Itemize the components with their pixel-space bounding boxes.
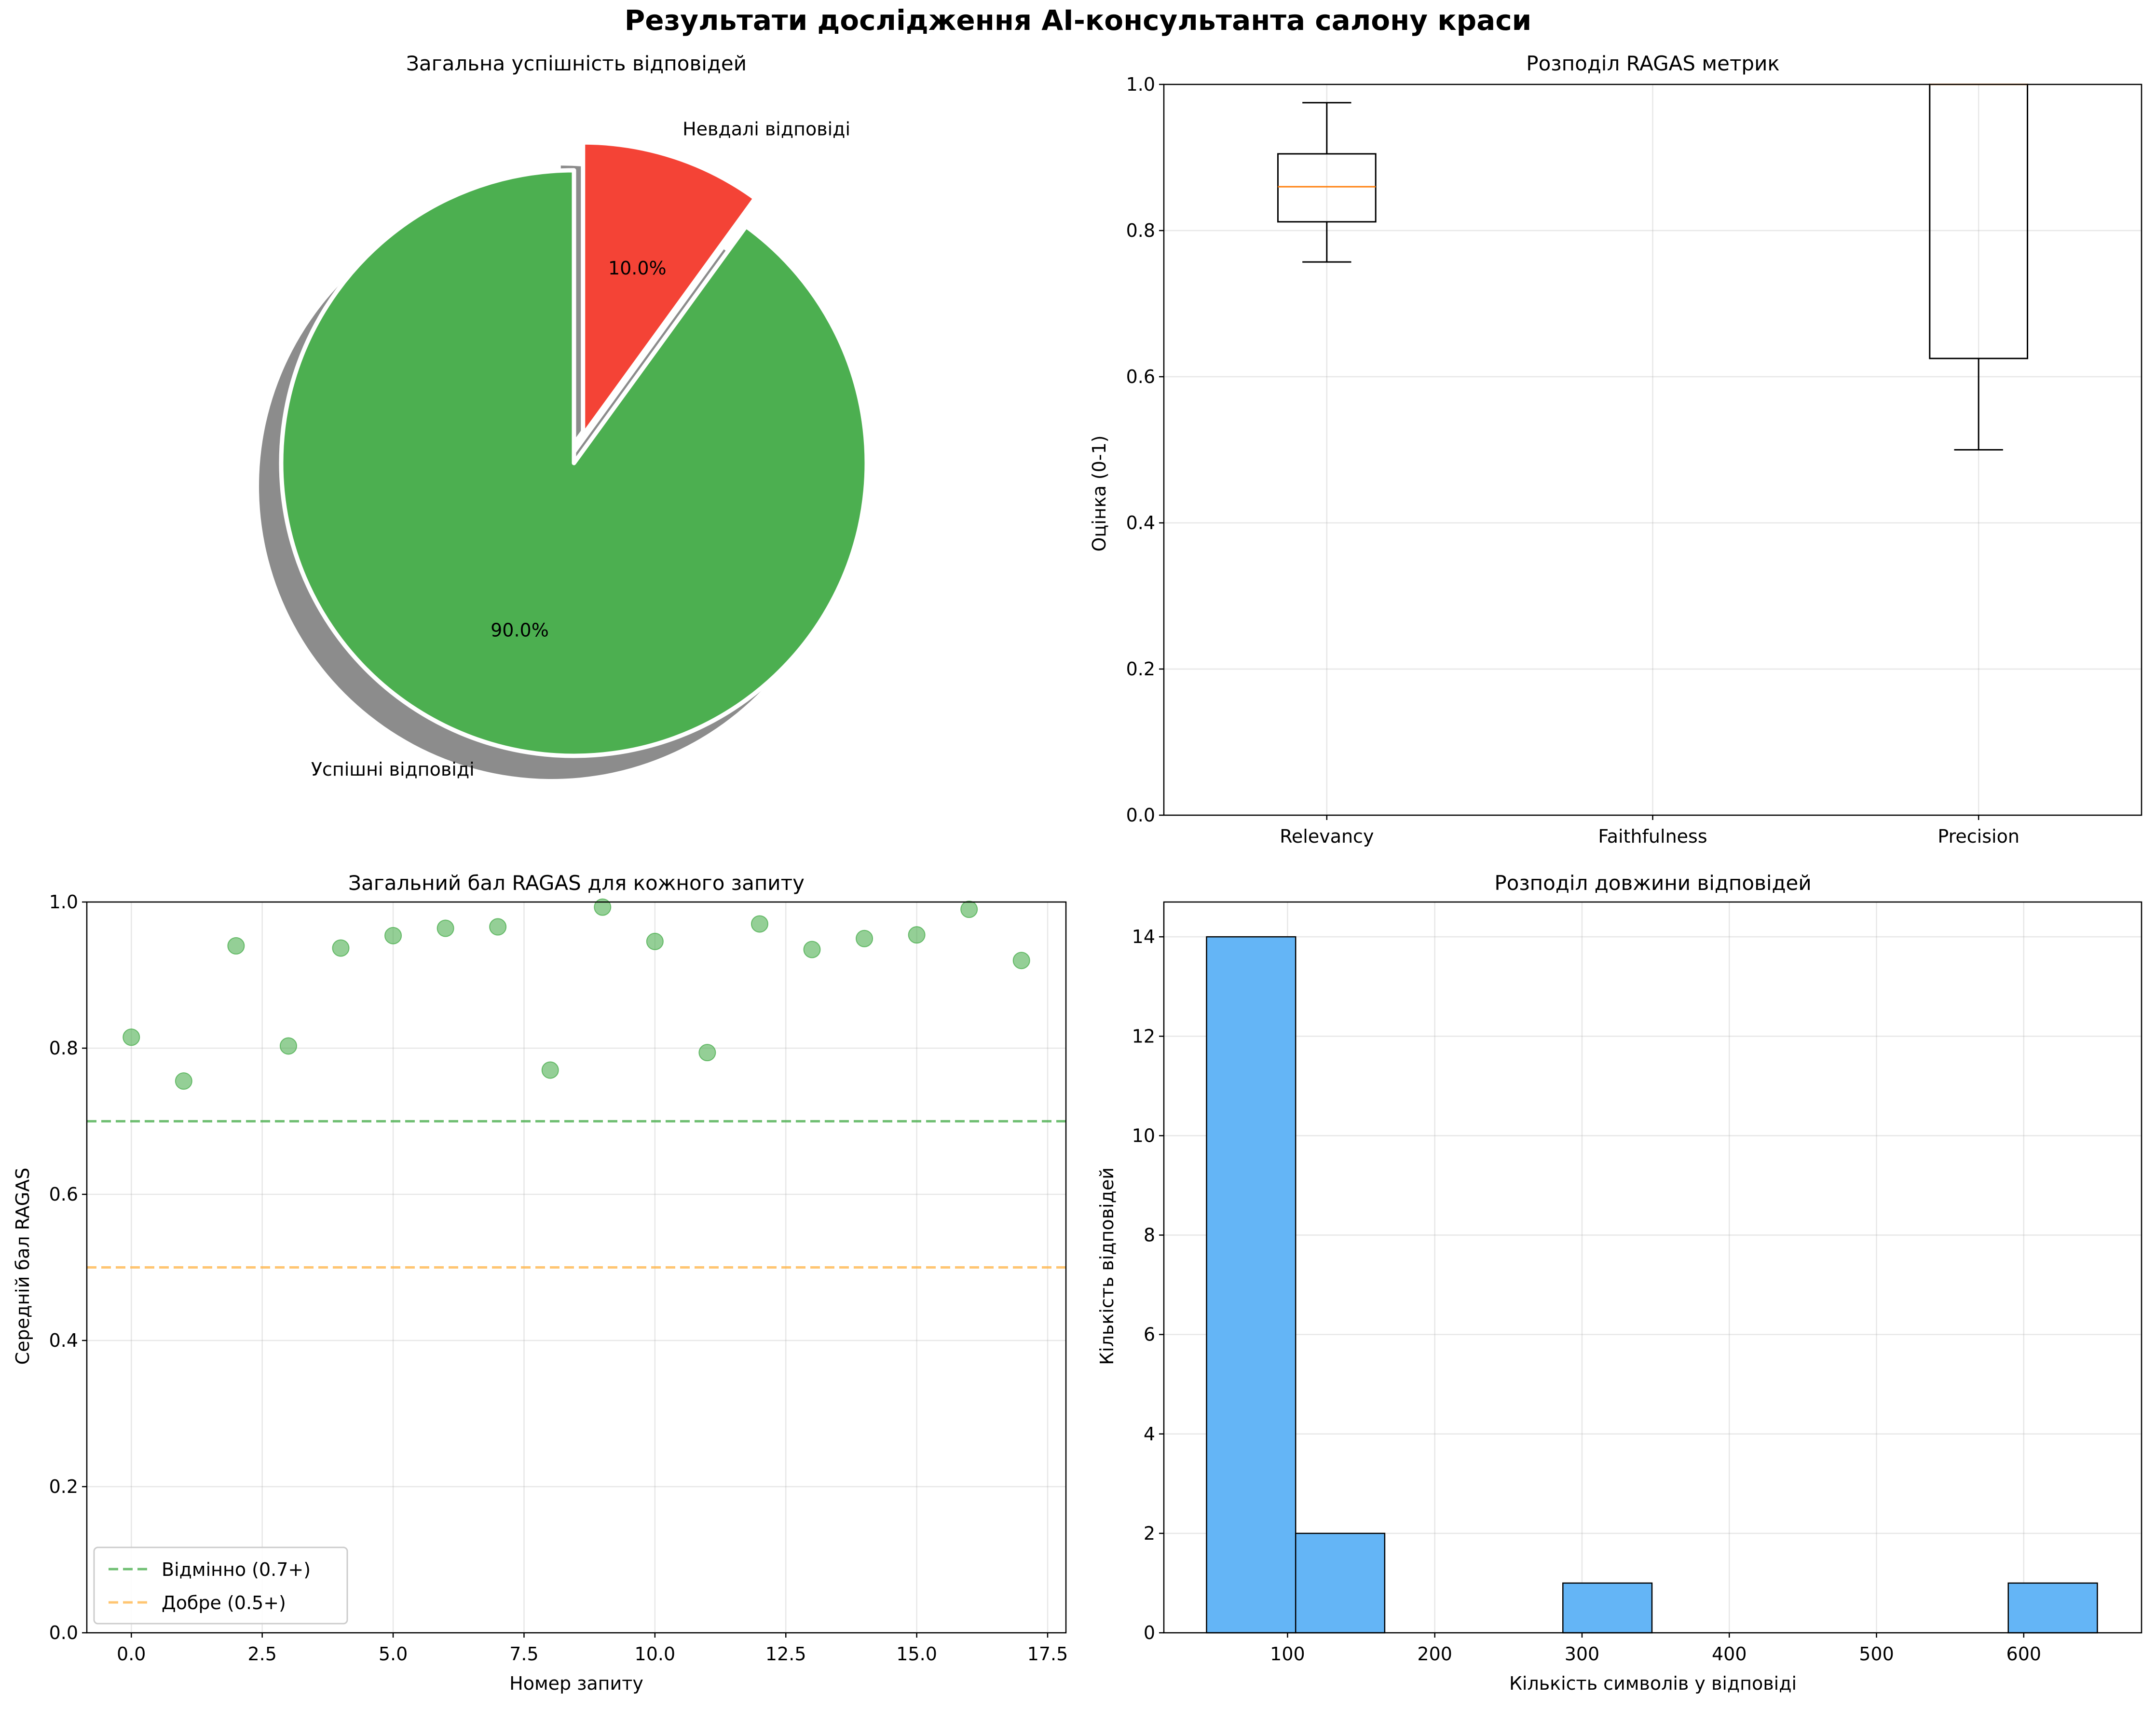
x-tick-label: Relevancy	[1280, 826, 1374, 847]
y-tick-label: 14	[1132, 926, 1155, 947]
pie-label: Успішні відповіді	[311, 759, 475, 780]
pie-value-label: 90.0%	[491, 619, 549, 641]
y-tick-label: 8	[1144, 1225, 1155, 1246]
y-tick-label: 0.6	[49, 1184, 78, 1205]
x-tick-label: 0.0	[117, 1643, 146, 1665]
scatter-point	[332, 939, 350, 957]
scatter-point	[960, 901, 978, 918]
scatter-point	[1012, 952, 1030, 970]
y-tick-label: 0.8	[49, 1038, 78, 1059]
y-tick-label: 0.0	[1126, 805, 1155, 826]
pie-panel: Загальна успішність відповідей Успішні в…	[259, 52, 869, 780]
x-tick-label: 7.5	[509, 1643, 538, 1665]
scatter-point	[908, 926, 926, 944]
scatter-point	[175, 1072, 192, 1090]
y-tick-label: 6	[1144, 1324, 1155, 1345]
x-tick-label: 400	[1712, 1643, 1747, 1665]
axes-frame	[86, 901, 1067, 1634]
scatter-title: Загальний бал RAGAS для кожного запиту	[348, 871, 805, 895]
scatter-legend: Відмінно (0.7+) Добре (0.5+)	[93, 1546, 348, 1625]
scatter-point	[803, 941, 821, 958]
y-tick-label: 0.4	[1126, 512, 1155, 533]
y-tick-label: 0.2	[1126, 658, 1155, 680]
axes-frame	[1163, 901, 2142, 1634]
y-tick-label: 4	[1144, 1423, 1155, 1445]
histogram-bar	[1206, 936, 1296, 1634]
y-tick-label: 0.8	[1126, 220, 1155, 241]
x-tick-label: 2.5	[247, 1643, 276, 1665]
y-tick-label: 0.6	[1126, 366, 1155, 387]
scatter-panel: Загальний бал RAGAS для кожного запиту Н…	[12, 871, 1068, 1694]
y-tick-label: 1.0	[49, 891, 78, 913]
scatter-point	[698, 1044, 716, 1062]
y-tick-label: 0.2	[49, 1476, 78, 1497]
x-tick-label: 15.0	[896, 1643, 937, 1665]
box-body	[1277, 153, 1377, 223]
scatter-point	[489, 918, 507, 936]
scatter-ylabel: Середній бал RAGAS	[12, 1168, 33, 1365]
scatter-point	[541, 1061, 559, 1079]
figure-suptitle: Результати дослідження AI-консультанта с…	[625, 4, 1532, 37]
legend-label-good: Добре (0.5+)	[162, 1592, 286, 1613]
histogram-panel: Розподіл довжини відповідей Кількість си…	[1096, 871, 2142, 1694]
pie-label: Невдалі відповіді	[682, 118, 850, 139]
x-tick-label: Faithfulness	[1598, 826, 1707, 847]
y-tick-label: 0.0	[49, 1622, 78, 1643]
pie-slice	[581, 140, 758, 438]
box-relevancy	[1277, 102, 1377, 263]
y-tick-label: 1.0	[1126, 74, 1155, 95]
pie-slice	[279, 168, 869, 758]
scatter-point	[594, 898, 612, 916]
histogram-bar	[1562, 1582, 1653, 1634]
scatter-point	[856, 930, 873, 947]
pie-title: Загальна успішність відповідей	[406, 52, 747, 75]
x-tick-label: 300	[1565, 1643, 1600, 1665]
histogram-xlabel: Кількість символів у відповіді	[1509, 1673, 1797, 1694]
x-tick-label: 5.0	[379, 1643, 408, 1665]
x-tick-label: 17.5	[1027, 1643, 1068, 1665]
scatter-point	[279, 1037, 297, 1055]
scatter-point	[123, 1028, 140, 1046]
boxplot-title: Розподіл RAGAS метрик	[1526, 52, 1780, 75]
histogram-ylabel: Кількість відповідей	[1096, 1167, 1118, 1365]
boxplot-ylabel: Оцінка (0-1)	[1089, 435, 1110, 551]
x-tick-label: 100	[1270, 1643, 1305, 1665]
histogram-bar	[2007, 1582, 2098, 1634]
x-tick-label: 200	[1417, 1643, 1452, 1665]
x-tick-label: 500	[1859, 1643, 1894, 1665]
x-tick-label: 600	[2006, 1643, 2042, 1665]
y-tick-label: 12	[1132, 1025, 1155, 1047]
scatter-point	[384, 927, 402, 944]
scatter-point	[437, 919, 454, 937]
scatter-xlabel: Номер запиту	[509, 1673, 643, 1694]
y-tick-label: 2	[1144, 1523, 1155, 1544]
y-tick-label: 0	[1144, 1622, 1155, 1643]
legend-label-excellent: Відмінно (0.7+)	[162, 1559, 311, 1580]
pie-value-label: 10.0%	[608, 258, 667, 279]
x-tick-label: 10.0	[635, 1643, 676, 1665]
scatter-point	[227, 937, 245, 955]
x-tick-label: 12.5	[765, 1643, 806, 1665]
histogram-title: Розподіл довжини відповідей	[1494, 871, 1811, 895]
scatter-point	[751, 915, 768, 933]
histogram-bar	[1295, 1532, 1386, 1634]
y-tick-label: 10	[1132, 1125, 1155, 1146]
boxplot-panel: Розподіл RAGAS метрик Оцінка (0-1) 0.0 0.…	[1089, 52, 2142, 847]
y-tick-label: 0.4	[49, 1330, 78, 1351]
x-tick-label: Precision	[1938, 826, 2020, 847]
scatter-point	[646, 932, 664, 950]
